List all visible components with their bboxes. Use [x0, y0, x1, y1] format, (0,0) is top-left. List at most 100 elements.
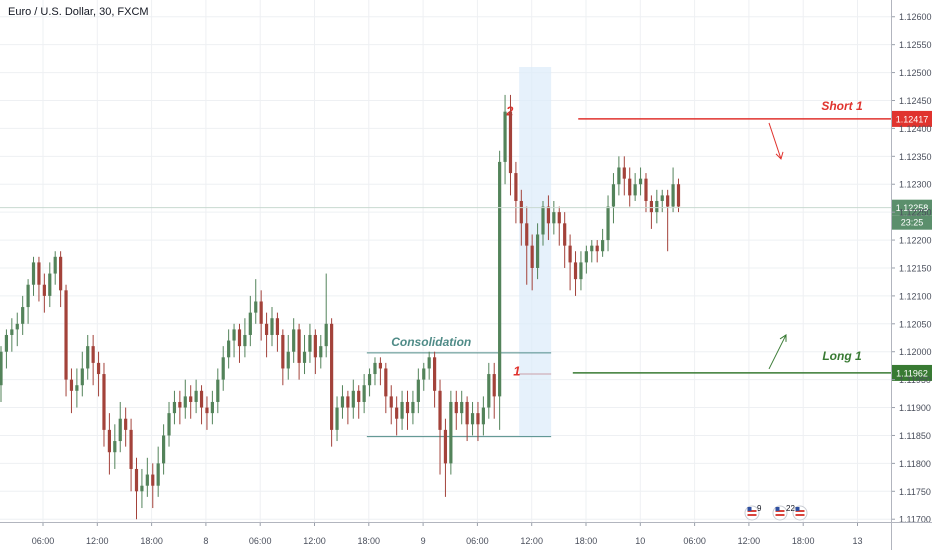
candle-body [384, 368, 388, 397]
candle-body [367, 374, 372, 386]
candle-body [281, 334, 285, 369]
candle-body [676, 184, 681, 207]
candle-body [297, 329, 301, 363]
candle-body [666, 195, 670, 207]
candle-body [460, 401, 464, 414]
candle-body [232, 329, 236, 341]
candle-body [96, 362, 101, 375]
candle-body [221, 357, 225, 380]
candle-body [42, 284, 46, 296]
level-name: Long 1 [822, 349, 862, 363]
y-tick-label: 1.12400 [899, 124, 932, 134]
candle-body [275, 318, 280, 335]
candle-body [302, 351, 307, 363]
x-tick-label: 8 [203, 536, 208, 546]
candle-body [449, 401, 453, 464]
candle-body [113, 441, 117, 453]
candle-body [389, 396, 393, 408]
candle-body [259, 301, 263, 324]
annotation-overlays: Consolidation 1 2 [366, 66, 552, 438]
y-tick-label: 1.12250 [899, 208, 932, 218]
y-tick-label: 1.12350 [899, 152, 932, 162]
y-tick-label: 1.11950 [899, 375, 931, 385]
candle-body [129, 429, 133, 469]
candle-body [313, 334, 317, 358]
y-tick-label: 1.11850 [899, 431, 931, 441]
candle-body [335, 407, 339, 430]
candle-body [48, 273, 52, 296]
y-tick-label: 1.12500 [899, 68, 932, 78]
candle-body [64, 290, 68, 380]
candle-body [205, 407, 209, 414]
candle-body [91, 346, 95, 363]
short-arrow-shaft [768, 122, 782, 160]
candle-body [633, 184, 637, 196]
y-tick-label: 1.12100 [899, 291, 932, 301]
candle-body [15, 323, 19, 330]
candle-body [53, 256, 57, 274]
flag-stripe [747, 514, 757, 516]
candle-body [145, 474, 149, 486]
candle-body [395, 407, 399, 419]
candle-body [4, 334, 9, 352]
candle-body [617, 167, 621, 185]
candle-body [638, 178, 643, 185]
candle-body [167, 413, 171, 436]
candle-body [21, 307, 25, 324]
candle-body [134, 468, 139, 492]
y-tick-label: 1.11700 [899, 515, 931, 525]
x-tick-label: 12:00 [738, 536, 761, 546]
flag-stripe [747, 510, 757, 512]
candle-body [178, 401, 182, 408]
candle-body [308, 334, 312, 352]
x-tick-label: 12:00 [520, 536, 543, 546]
candle-body [102, 374, 106, 430]
candle-body [400, 401, 404, 419]
short-arrow-head [775, 151, 784, 160]
candle-body [80, 368, 84, 386]
candle-body [286, 351, 290, 369]
candle-body [579, 262, 583, 280]
x-tick-label: 9 [421, 536, 426, 546]
x-tick-label: 18:00 [140, 536, 163, 546]
candle-body [216, 379, 220, 402]
long-arrow-head [779, 334, 787, 342]
x-tick-label: 06:00 [683, 536, 706, 546]
flag-stripe [775, 514, 785, 516]
candle-body [37, 262, 41, 285]
y-tick-label: 1.11900 [899, 403, 931, 413]
candle-body [481, 407, 485, 425]
candle-body [107, 429, 111, 453]
candle-body [357, 390, 361, 402]
candle-body [568, 245, 572, 263]
level-price-value: 1.11962 [896, 368, 928, 378]
level-name: Short 1 [821, 99, 863, 113]
candle-body [243, 334, 247, 347]
candle-body [319, 346, 323, 358]
candle-body [156, 463, 160, 486]
x-tick-label: 06:00 [32, 536, 55, 546]
candle-body [557, 212, 561, 224]
candle-body [0, 351, 3, 386]
candle-body [411, 401, 415, 414]
consolidation-label: Consolidation [391, 335, 471, 349]
candle-body [644, 178, 648, 201]
candle-body [519, 200, 523, 224]
candle-body [476, 413, 480, 425]
candle-body [26, 284, 30, 308]
candle-body [373, 362, 377, 375]
y-tick-label: 1.12050 [899, 319, 932, 329]
y-tick-label: 1.12200 [899, 236, 932, 246]
x-tick-label: 06:00 [466, 536, 489, 546]
candle-body [649, 200, 653, 213]
y-tick-label: 1.12300 [899, 180, 932, 190]
candle-body [75, 385, 79, 391]
candle-body [590, 245, 594, 252]
candle-body [465, 401, 469, 425]
x-tick-label: 10 [635, 536, 645, 546]
flag-stripe [795, 510, 805, 512]
candle-body [346, 396, 350, 408]
candle-body [237, 329, 242, 347]
